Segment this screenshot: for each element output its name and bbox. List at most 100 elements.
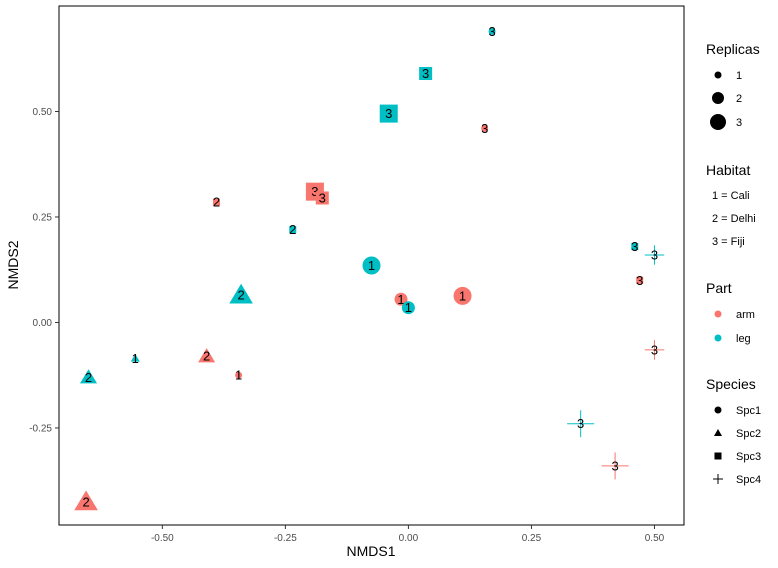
point-habitat-label: 1 [132, 351, 139, 366]
legend-species-key-spc4 [713, 474, 723, 484]
data-point: 3 [631, 239, 638, 254]
data-point: 3 [567, 410, 595, 438]
data-point: 2 [74, 490, 98, 511]
point-marker-spc1 [394, 292, 408, 306]
point-habitat-label: 2 [203, 349, 210, 364]
point-habitat-label: 3 [611, 458, 618, 473]
point-habitat-label: 3 [636, 273, 643, 288]
legend-species-title: Species [706, 376, 756, 392]
point-habitat-label: 3 [311, 184, 318, 199]
point-marker-spc3 [379, 104, 398, 123]
data-point: 1 [235, 368, 242, 383]
data-point: 1 [453, 286, 472, 305]
data-point: 2 [79, 369, 98, 385]
data-point: 3 [644, 340, 665, 360]
data-point: 3 [644, 245, 665, 265]
data-point: 1 [130, 351, 140, 366]
legend-species-key-spc3 [714, 452, 722, 460]
x-tick-label: -0.25 [274, 533, 297, 544]
y-axis: -0.25 0.00 0.25 0.50 [29, 107, 59, 434]
x-tick-label: -0.50 [151, 533, 174, 544]
data-point: 3 [419, 66, 433, 81]
point-marker-spc3 [631, 243, 639, 251]
y-tick-label: 0.25 [33, 212, 53, 223]
point-habitat-label: 2 [85, 370, 92, 385]
legend-replicas-label-1: 1 [736, 70, 742, 82]
point-habitat-label: 1 [368, 258, 375, 273]
data-point: 3 [315, 190, 329, 205]
point-marker-spc2 [130, 353, 140, 362]
point-habitat-label: 3 [481, 121, 488, 136]
point-marker-spc3 [212, 198, 220, 206]
point-habitat-label: 1 [459, 288, 466, 303]
x-tick-label: 0.25 [522, 533, 542, 544]
point-marker-spc1 [401, 301, 415, 315]
point-habitat-label: 3 [422, 66, 429, 81]
point-habitat-label: 1 [235, 368, 242, 383]
x-tick-label: 0.00 [399, 533, 419, 544]
point-habitat-label: 3 [651, 342, 658, 357]
legend-habitat: Habitat 1 = Cali 2 = Delhi 3 = Fiji [706, 162, 756, 248]
point-marker-spc3 [636, 276, 644, 284]
data-point: 3 [379, 104, 398, 123]
legend-species-label-spc1: Spc1 [736, 405, 761, 417]
legend-replicas: Replicas 1 2 3 [706, 41, 760, 130]
point-marker-spc2 [79, 369, 98, 384]
point-habitat-label: 3 [319, 190, 326, 205]
legend-species-label-spc2: Spc2 [736, 428, 761, 440]
legend-part-key-leg [714, 334, 722, 342]
legend-species-key-spc2 [714, 429, 722, 436]
x-tick-label: 0.50 [645, 533, 665, 544]
data-point: 1 [394, 292, 408, 307]
legend-part: Part arm leg [706, 280, 755, 345]
x-axis-title: NMDS1 [346, 543, 395, 559]
data-point: 3 [601, 452, 629, 480]
data-point: 2 [213, 195, 220, 210]
point-marker-spc2 [74, 490, 98, 511]
point-habitat-label: 3 [651, 247, 658, 262]
point-marker-spc1 [453, 286, 472, 305]
legend-species-label-spc4: Spc4 [736, 474, 761, 486]
point-marker-spc4 [601, 452, 629, 480]
point-marker-spc4 [567, 410, 595, 438]
point-marker-spc2 [198, 348, 216, 363]
legend-replicas-key-2 [712, 92, 724, 104]
point-habitat-label: 3 [577, 416, 584, 431]
point-marker-spc1 [481, 124, 489, 132]
legend-replicas-key-1 [714, 71, 722, 79]
data-point: 3 [488, 24, 495, 39]
legend-species-key-spc1 [714, 406, 722, 414]
legend-habitat-title: Habitat [706, 162, 750, 178]
y-tick-label: 0.50 [33, 107, 53, 118]
point-marker-spc4 [644, 245, 665, 265]
data-point: 3 [636, 273, 643, 288]
point-habitat-label: 3 [488, 24, 495, 39]
legend-part-label-leg: leg [736, 333, 751, 345]
legend-part-label-arm: arm [736, 309, 755, 321]
legend-habitat-label-3: 3 = Fiji [712, 236, 745, 248]
point-marker-spc2 [229, 283, 253, 304]
point-habitat-label: 3 [631, 239, 638, 254]
point-habitat-label: 2 [289, 222, 296, 237]
data-point: 3 [481, 121, 488, 136]
data-point: 2 [198, 348, 216, 364]
legend-species-label-spc3: Spc3 [736, 451, 761, 463]
legend-species: Species Spc1 Spc2 Spc3 Spc4 [706, 376, 761, 486]
legend-replicas-title: Replicas [706, 41, 760, 57]
point-habitat-label: 3 [385, 106, 392, 121]
legend-replicas-label-2: 2 [736, 93, 742, 105]
point-habitat-label: 2 [213, 195, 220, 210]
legend-habitat-label-2: 2 = Delhi [712, 213, 756, 225]
data-point: 1 [362, 256, 381, 275]
legend-replicas-label-3: 3 [736, 117, 742, 129]
legend-habitat-label-1: 1 = Cali [712, 190, 750, 202]
point-marker-spc3 [289, 226, 297, 234]
point-habitat-label: 2 [82, 494, 89, 509]
x-axis: -0.50 -0.25 0.00 0.25 0.50 [151, 525, 665, 544]
point-marker-spc4 [644, 340, 665, 360]
legend-part-key-arm [714, 310, 722, 318]
point-marker-spc1 [362, 256, 381, 275]
point-marker-spc3 [419, 67, 433, 81]
